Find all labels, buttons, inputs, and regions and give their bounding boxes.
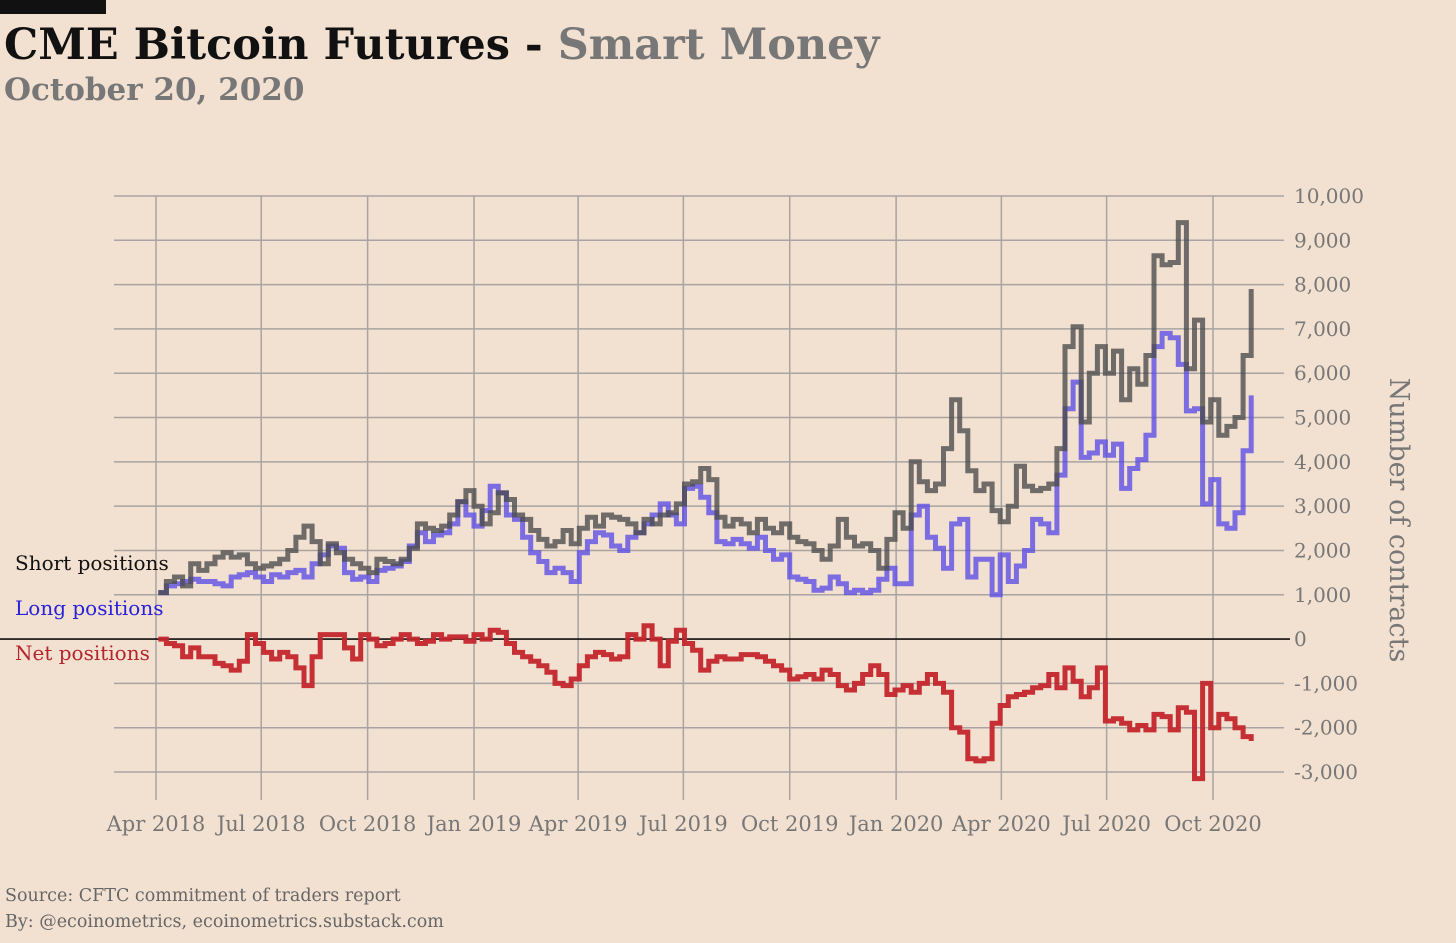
legend-label: Long positions [15,596,164,620]
net-positions-line [158,623,1254,782]
x-tick-label: Jul 2019 [637,812,728,836]
x-tick-label: Apr 2018 [106,812,206,836]
y-tick-label: 1,000 [1294,583,1351,607]
y-tick-label: 10,000 [1294,184,1364,208]
title-accent: Smart Money [557,20,880,70]
y-tick-label: 9,000 [1294,228,1351,252]
y-tick-label: -2,000 [1294,716,1358,740]
y-tick-label: 6,000 [1294,361,1351,385]
x-tick-label: Jul 2018 [215,812,306,836]
x-tick-label: Oct 2018 [319,812,417,836]
x-tick-label: Jan 2020 [847,812,944,836]
chart-subtitle: October 20, 2020 [4,72,305,108]
footer-byline: By: @ecoinometrics, ecoinometrics.substa… [5,912,444,932]
x-tick-label: Oct 2019 [741,812,839,836]
y-tick-label: 3,000 [1294,494,1351,518]
x-tick-label: Apr 2019 [528,812,628,836]
title-main: CME Bitcoin Futures - [4,20,558,70]
x-tick-label: Apr 2020 [951,812,1051,836]
footer-source: Source: CFTC commitment of traders repor… [5,886,401,906]
inline-legend: Short positions Long positions Net positio… [15,551,169,665]
x-tick-labels: Apr 2018 Jul 2018 Oct 2018 Jan 2019 Apr 2019… [106,812,1262,836]
top-accent-bar [0,0,106,14]
x-gridlines [155,196,1214,800]
footer: Source: CFTC commitment of traders repor… [5,883,444,935]
x-tick-label: Oct 2020 [1164,812,1262,836]
series-layer [158,220,1254,782]
x-tick-label: Jan 2019 [425,812,522,836]
legend-label: Net positions [15,641,150,665]
y-tick-label: -1,000 [1294,671,1358,695]
y-tick-label: 8,000 [1294,273,1351,297]
y-tick-label: -3,000 [1294,760,1358,784]
legend-label: Short positions [15,551,169,575]
chart-title: CME Bitcoin Futures - Smart Money [4,18,880,72]
y-tick-label: 7,000 [1294,317,1351,341]
y-axis-label: Number of contracts [1383,378,1414,663]
x-tick-label: Jul 2020 [1060,812,1151,836]
y-tick-label: 0 [1294,627,1307,651]
short-positions-line [158,220,1254,596]
positions-chart: -3,000 -2,000 -1,000 0 1,000 2,000 3,000 4,000 5… [0,184,1414,836]
y-tick-label: 2,000 [1294,538,1351,562]
y-tick-labels: -3,000 -2,000 -1,000 0 1,000 2,000 3,000 4,000 5… [1294,184,1364,784]
y-tick-label: 4,000 [1294,450,1351,474]
y-tick-label: 5,000 [1294,406,1351,430]
